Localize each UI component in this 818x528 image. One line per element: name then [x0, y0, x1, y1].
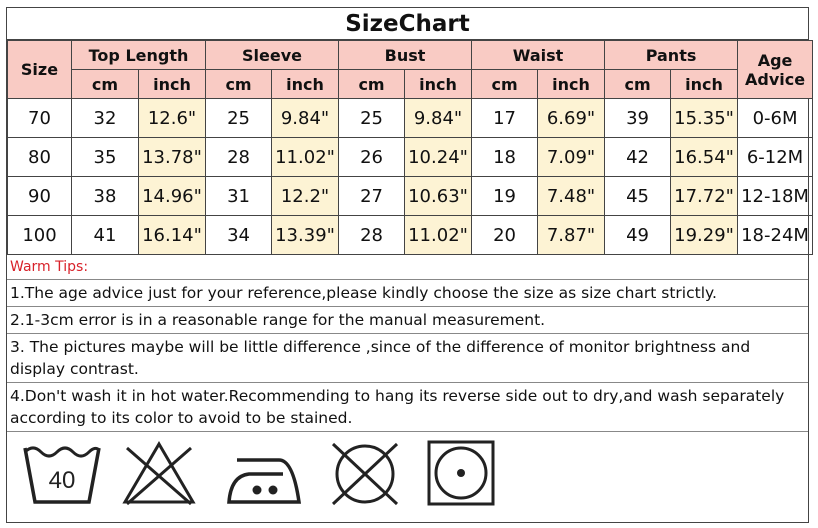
cell-size: 70 — [7, 98, 72, 138]
header-unit-inch: inch — [537, 69, 606, 99]
cell-size: 100 — [7, 215, 72, 255]
do-not-tumble-dry-icon — [331, 442, 399, 506]
header-unit-cm: cm — [71, 69, 139, 99]
header-unit-inch: inch — [670, 69, 739, 99]
cell-waist-inch: 7.48" — [537, 176, 606, 216]
header-top-length: Top Length — [70, 40, 207, 70]
cell-age: 6-12M — [737, 137, 814, 177]
cell-top-inch: 12.6" — [137, 98, 207, 138]
header-bust: Bust — [338, 40, 473, 70]
cell-top-cm: 35 — [71, 137, 139, 177]
header-unit-cm: cm — [604, 69, 672, 99]
cell-sleeve-inch: 13.39" — [271, 215, 340, 255]
cell-age: 18-24M — [737, 215, 814, 255]
iron-medium-icon — [227, 458, 302, 504]
cell-pants-cm: 42 — [604, 137, 672, 177]
cell-waist-cm: 18 — [471, 137, 539, 177]
cell-sleeve-cm: 31 — [205, 176, 273, 216]
header-sleeve: Sleeve — [205, 40, 340, 70]
table-row: 90 38 14.96" 31 12.2" 27 10.63" 19 7.48"… — [7, 176, 814, 216]
header-unit-inch: inch — [137, 69, 207, 99]
cell-bust-cm: 25 — [338, 98, 406, 138]
header-unit-cm: cm — [338, 69, 406, 99]
cell-top-cm: 38 — [71, 176, 139, 216]
cell-waist-cm: 17 — [471, 98, 539, 138]
tip-item: 1.The age advice just for your reference… — [7, 280, 808, 307]
cell-bust-cm: 27 — [338, 176, 406, 216]
cell-top-cm: 41 — [71, 215, 139, 255]
page-title: SizeChart — [7, 8, 808, 40]
cell-top-inch: 14.96" — [137, 176, 207, 216]
cell-sleeve-inch: 9.84" — [271, 98, 340, 138]
cell-waist-inch: 7.87" — [537, 215, 606, 255]
cell-bust-inch: 9.84" — [404, 98, 473, 138]
size-table: Size Top Length Sleeve Bust Waist Pants … — [7, 40, 814, 255]
cell-waist-inch: 6.69" — [537, 98, 606, 138]
do-not-bleach-icon — [122, 441, 196, 506]
cell-waist-cm: 20 — [471, 215, 539, 255]
cell-size: 80 — [7, 137, 72, 177]
tip-item: 4.Don't wash it in hot water.Recommendin… — [7, 383, 808, 432]
header-waist: Waist — [471, 40, 606, 70]
cell-age: 12-18M — [737, 176, 814, 216]
cell-top-cm: 32 — [71, 98, 139, 138]
cell-sleeve-inch: 12.2" — [271, 176, 340, 216]
cell-top-inch: 16.14" — [137, 215, 207, 255]
tip-item: 2.1-3cm error is in a reasonable range f… — [7, 307, 808, 334]
cell-waist-inch: 7.09" — [537, 137, 606, 177]
cell-size: 90 — [7, 176, 72, 216]
table-row: 100 41 16.14" 34 13.39" 28 11.02" 20 7.8… — [7, 215, 814, 255]
cell-age: 0-6M — [737, 98, 814, 138]
table-row: 80 35 13.78" 28 11.02" 26 10.24" 18 7.09… — [7, 137, 814, 177]
cell-pants-inch: 15.35" — [670, 98, 739, 138]
warm-tips-label: Warm Tips: — [7, 256, 808, 280]
cell-pants-inch: 17.72" — [670, 176, 739, 216]
cell-pants-cm: 49 — [604, 215, 672, 255]
header-unit-cm: cm — [205, 69, 273, 99]
cell-bust-inch: 10.24" — [404, 137, 473, 177]
cell-sleeve-inch: 11.02" — [271, 137, 340, 177]
cell-sleeve-cm: 28 — [205, 137, 273, 177]
cell-bust-cm: 26 — [338, 137, 406, 177]
cell-pants-inch: 16.54" — [670, 137, 739, 177]
care-icons: 40 — [19, 436, 799, 516]
cell-sleeve-cm: 34 — [205, 215, 273, 255]
header-unit-cm: cm — [471, 69, 539, 99]
size-chart-frame: SizeChart Size Top Length Sleeve Bust Wa… — [6, 7, 814, 523]
cell-top-inch: 13.78" — [137, 137, 207, 177]
warm-tips-section: Warm Tips: 1.The age advice just for you… — [7, 256, 808, 432]
dry-clean-icon — [427, 440, 495, 506]
header-unit-inch: inch — [404, 69, 473, 99]
cell-bust-inch: 11.02" — [404, 215, 473, 255]
tip-item: 3. The pictures maybe will be little dif… — [7, 334, 808, 383]
header-age-line2: Advice — [744, 69, 806, 89]
cell-sleeve-cm: 25 — [205, 98, 273, 138]
wash-temperature: 40 — [49, 467, 76, 494]
cell-pants-cm: 39 — [604, 98, 672, 138]
table-row: 70 32 12.6" 25 9.84" 25 9.84" 17 6.69" 3… — [7, 98, 814, 138]
cell-bust-inch: 10.63" — [404, 176, 473, 216]
cell-pants-cm: 45 — [604, 176, 672, 216]
header-size: Size — [7, 40, 72, 99]
cell-pants-inch: 19.29" — [670, 215, 739, 255]
header-age-line1: Age — [757, 50, 793, 70]
cell-bust-cm: 28 — [338, 215, 406, 255]
header-unit-inch: inch — [271, 69, 340, 99]
wash-40-icon: 40 — [23, 446, 101, 504]
header-age-advice: Age Advice — [737, 40, 814, 99]
cell-waist-cm: 19 — [471, 176, 539, 216]
header-pants: Pants — [604, 40, 739, 70]
